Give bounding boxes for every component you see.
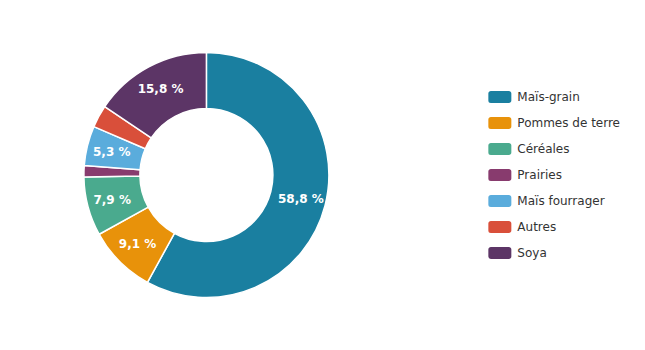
svg-text:Prairies: Prairies	[517, 168, 562, 182]
svg-text:Pommes de terre: Pommes de terre	[517, 116, 620, 130]
svg-text:58,8 %: 58,8 %	[278, 192, 324, 206]
svg-text:Maïs fourrager: Maïs fourrager	[517, 194, 604, 208]
svg-text:9,1 %: 9,1 %	[119, 237, 156, 251]
svg-text:Soya: Soya	[517, 246, 546, 260]
svg-text:Céréales: Céréales	[517, 142, 569, 156]
svg-text:Autres: Autres	[517, 220, 556, 234]
svg-text:5,3 %: 5,3 %	[93, 145, 130, 159]
svg-text:7,9 %: 7,9 %	[93, 193, 130, 207]
svg-text:15,8 %: 15,8 %	[138, 82, 184, 96]
svg-text:Maïs-grain: Maïs-grain	[517, 90, 579, 104]
